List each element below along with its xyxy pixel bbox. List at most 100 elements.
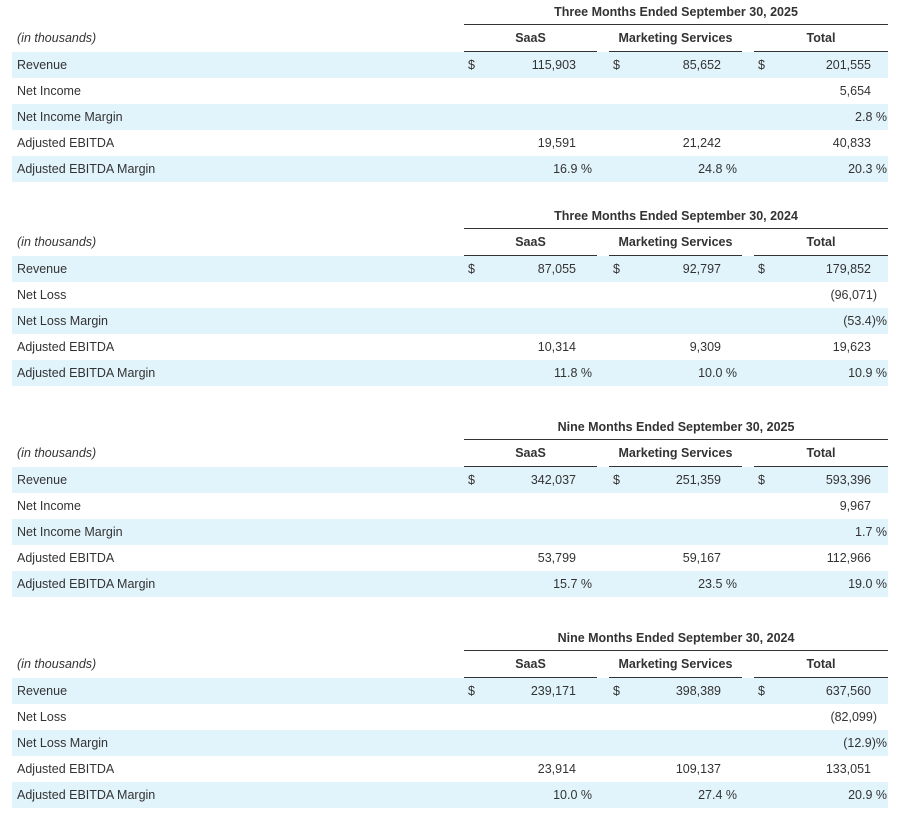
- table-row: Adjusted EBITDA Margin 11.8 % 10.0 % 10.9 %: [12, 360, 888, 386]
- cell-total: 5,654: [839, 84, 871, 98]
- column-header-total: Total: [754, 651, 888, 678]
- table-row: Adjusted EBITDA Margin 10.0 % 27.4 % 20.9 %: [12, 782, 888, 808]
- cell-saas: 87,055: [537, 262, 576, 276]
- column-header-row: (in thousands) SaaS Marketing Services Tota…: [12, 229, 888, 256]
- table-row: Revenue $ $ $342,037 251,359 593,396: [12, 467, 888, 493]
- cell-saas: 239,171: [530, 684, 576, 698]
- row-label: Net Loss: [17, 288, 67, 302]
- column-header-saas: SaaS: [464, 25, 597, 52]
- dollar-sign: $: [468, 473, 475, 487]
- cell-marketing-services: 10.0 %: [698, 366, 737, 380]
- row-label: Adjusted EBITDA Margin: [17, 577, 156, 591]
- row-label: Net Income Margin: [17, 110, 123, 124]
- column-header-saas: SaaS: [464, 440, 597, 467]
- dollar-sign: $: [613, 473, 620, 487]
- cell-total: (12.9)%: [843, 736, 887, 750]
- table-row: Net Loss (96,071): [12, 282, 888, 308]
- table-title: Nine Months Ended September 30, 2024: [464, 626, 888, 651]
- dollar-sign: $: [468, 262, 475, 276]
- cell-marketing-services: 251,359: [675, 473, 721, 487]
- table-row: Revenue $ $ $115,903 85,652 201,555: [12, 52, 888, 78]
- units-label: (in thousands): [17, 657, 97, 671]
- table-three-months-2025: Three Months Ended September 30, 2025 (in…: [12, 0, 888, 182]
- table-title: Three Months Ended September 30, 2025: [464, 0, 888, 25]
- column-header-row: (in thousands) SaaS Marketing Services Tota…: [12, 651, 888, 678]
- row-label: Adjusted EBITDA Margin: [17, 788, 156, 802]
- table-row: Net Income 9,967: [12, 493, 888, 519]
- dollar-sign: $: [758, 473, 765, 487]
- row-label: Revenue: [17, 684, 68, 698]
- row-label: Revenue: [17, 473, 68, 487]
- cell-marketing-services: 92,797: [682, 262, 721, 276]
- column-header-saas: SaaS: [464, 229, 597, 256]
- cell-total: (96,071): [830, 288, 877, 302]
- table-row: Adjusted EBITDA 19,591 21,242 40,833: [12, 130, 888, 156]
- cell-total: (82,099): [830, 710, 877, 724]
- dollar-sign: $: [613, 58, 620, 72]
- cell-saas: 10.0 %: [553, 788, 592, 802]
- table-row: Net Income 5,654: [12, 78, 888, 104]
- cell-total: 2.8 %: [855, 110, 887, 124]
- row-label: Revenue: [17, 262, 68, 276]
- cell-total: 10.9 %: [848, 366, 887, 380]
- table-row: Net Income Margin 1.7 %: [12, 519, 888, 545]
- table-row: Adjusted EBITDA Margin 16.9 % 24.8 % 20.3 %: [12, 156, 888, 182]
- cell-total: 19.0 %: [848, 577, 887, 591]
- cell-total: 637,560: [825, 684, 871, 698]
- row-label: Net Loss Margin: [17, 314, 109, 328]
- cell-saas: 115,903: [531, 58, 576, 72]
- row-label: Net Income: [17, 499, 81, 513]
- table-row: Adjusted EBITDA 23,914 109,137 133,051: [12, 756, 888, 782]
- table-row: Adjusted EBITDA Margin 15.7 % 23.5 % 19.0 %: [12, 571, 888, 597]
- table-title: Three Months Ended September 30, 2024: [464, 204, 888, 229]
- row-label: Adjusted EBITDA: [17, 762, 115, 776]
- dollar-sign: $: [758, 684, 765, 698]
- column-header-marketing-services: Marketing Services: [609, 440, 742, 467]
- table-nine-months-2025: Nine Months Ended September 30, 2025 (in …: [12, 415, 888, 597]
- row-label: Net Loss Margin: [17, 736, 109, 750]
- cell-total: 1.7 %: [855, 525, 887, 539]
- cell-total: 112,966: [826, 551, 871, 565]
- cell-saas: 15.7 %: [553, 577, 592, 591]
- cell-saas: 23,914: [537, 762, 576, 776]
- cell-marketing-services: 23.5 %: [698, 577, 737, 591]
- row-label: Adjusted EBITDA Margin: [17, 162, 156, 176]
- cell-marketing-services: 24.8 %: [698, 162, 737, 176]
- cell-total: 20.3 %: [848, 162, 887, 176]
- column-header-row: (in thousands) SaaS Marketing Services Tota…: [12, 25, 888, 52]
- row-label: Adjusted EBITDA: [17, 551, 115, 565]
- dollar-sign: $: [758, 262, 765, 276]
- cell-total: 40,833: [832, 136, 871, 150]
- cell-marketing-services: 109,137: [675, 762, 721, 776]
- row-label: Adjusted EBITDA: [17, 136, 115, 150]
- column-header-saas: SaaS: [464, 651, 597, 678]
- cell-marketing-services: 85,652: [682, 58, 721, 72]
- cell-marketing-services: 21,242: [682, 136, 721, 150]
- cell-marketing-services: 27.4 %: [698, 788, 737, 802]
- row-label: Net Loss: [17, 710, 67, 724]
- cell-marketing-services: 59,167: [682, 551, 721, 565]
- column-header-total: Total: [754, 440, 888, 467]
- table-row: Revenue $ $ $239,171 398,389 637,560: [12, 678, 888, 704]
- units-label: (in thousands): [17, 446, 97, 460]
- row-label: Net Income Margin: [17, 525, 123, 539]
- column-header-marketing-services: Marketing Services: [609, 25, 742, 52]
- table-row: Net Loss (82,099): [12, 704, 888, 730]
- cell-saas: 19,591: [537, 136, 576, 150]
- cell-saas: 342,037: [530, 473, 576, 487]
- table-title: Nine Months Ended September 30, 2025: [464, 415, 888, 440]
- cell-saas: 10,314: [537, 340, 576, 354]
- dollar-sign: $: [613, 684, 620, 698]
- cell-saas: 11.8 %: [554, 366, 592, 380]
- units-label: (in thousands): [17, 235, 97, 249]
- column-header-row: (in thousands) SaaS Marketing Services Tota…: [12, 440, 888, 467]
- row-label: Revenue: [17, 58, 68, 72]
- table-row: Revenue $ $ $87,055 92,797 179,852: [12, 256, 888, 282]
- cell-total: 20.9 %: [848, 788, 887, 802]
- dollar-sign: $: [468, 58, 475, 72]
- table-three-months-2024: Three Months Ended September 30, 2024 (in…: [12, 204, 888, 386]
- dollar-sign: $: [758, 58, 765, 72]
- cell-total: 133,051: [825, 762, 871, 776]
- table-row: Net Loss Margin (12.9)%: [12, 730, 888, 756]
- row-label: Net Income: [17, 84, 81, 98]
